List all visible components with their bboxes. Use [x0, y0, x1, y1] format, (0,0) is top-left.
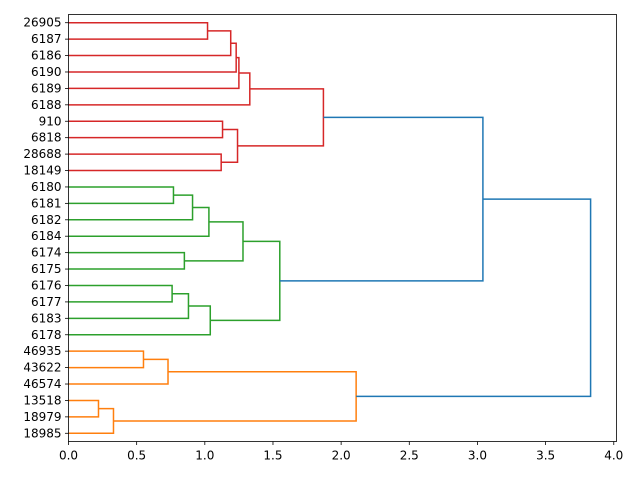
y-tick-label: 26905 — [23, 16, 61, 30]
y-tick-label: 6189 — [31, 81, 62, 95]
y-tick-label: 18979 — [23, 410, 61, 424]
dendrogram-link — [68, 56, 240, 90]
dendrogram-link — [68, 407, 115, 435]
x-tick-label: 1.0 — [195, 449, 214, 463]
x-tick-label: 2.0 — [332, 449, 351, 463]
y-tick-label: 6181 — [31, 196, 62, 210]
dendrogram-links — [68, 21, 592, 435]
y-tick-label: 6186 — [31, 49, 62, 63]
y-tick-label: 910 — [39, 114, 62, 128]
y-tick-label: 6176 — [31, 278, 62, 292]
y-tick-label: 6180 — [31, 180, 62, 194]
y-tick-label: 6184 — [31, 229, 62, 243]
y-tick-label: 46574 — [23, 377, 61, 391]
dendrogram-link — [68, 350, 145, 369]
x-tick-label: 0.0 — [59, 449, 78, 463]
dendrogram-link — [68, 292, 190, 320]
y-tick-label: 13518 — [23, 393, 61, 407]
dendrogram-link — [356, 198, 592, 398]
dendrogram-link — [237, 88, 325, 147]
dendrogram-link — [68, 358, 169, 385]
y-tick-label: 6182 — [31, 213, 62, 227]
dendrogram-link — [68, 72, 251, 106]
y-tick-label: 6818 — [31, 131, 62, 145]
x-tick-label: 0.5 — [127, 449, 146, 463]
x-tick-label: 3.0 — [468, 449, 487, 463]
y-tick-label: 18149 — [23, 164, 61, 178]
plot-frame — [68, 14, 617, 442]
y-tick-label: 6178 — [31, 328, 62, 342]
y-tick-label: 28688 — [23, 147, 61, 161]
y-tick-label: 6174 — [31, 246, 62, 260]
x-axis: 0.0 0.5 1.0 1.5 2.0 2.5 3.0 3.5 4.0 — [59, 441, 623, 463]
dendrogram-link — [68, 305, 212, 336]
dendrogram-link — [68, 186, 175, 205]
y-tick-label: 18985 — [23, 426, 61, 440]
y-tick-label: 6190 — [31, 65, 62, 79]
y-tick-label: 6175 — [31, 262, 62, 276]
y-tick-label: 6183 — [31, 311, 62, 325]
y-tick-label: 6188 — [31, 98, 62, 112]
y-tick-label: 6177 — [31, 295, 62, 309]
x-tick-label: 3.5 — [536, 449, 555, 463]
x-tick-label: 2.5 — [400, 449, 419, 463]
x-tick-label: 1.5 — [263, 449, 282, 463]
y-tick-label: 46935 — [23, 344, 61, 358]
y-tick-label: 43622 — [23, 361, 61, 375]
x-tick-label: 4.0 — [604, 449, 623, 463]
y-axis: 26905 6187 6186 6190 6189 6188 910 6818 28688 181… — [23, 16, 69, 440]
y-tick-label: 6187 — [31, 32, 62, 46]
